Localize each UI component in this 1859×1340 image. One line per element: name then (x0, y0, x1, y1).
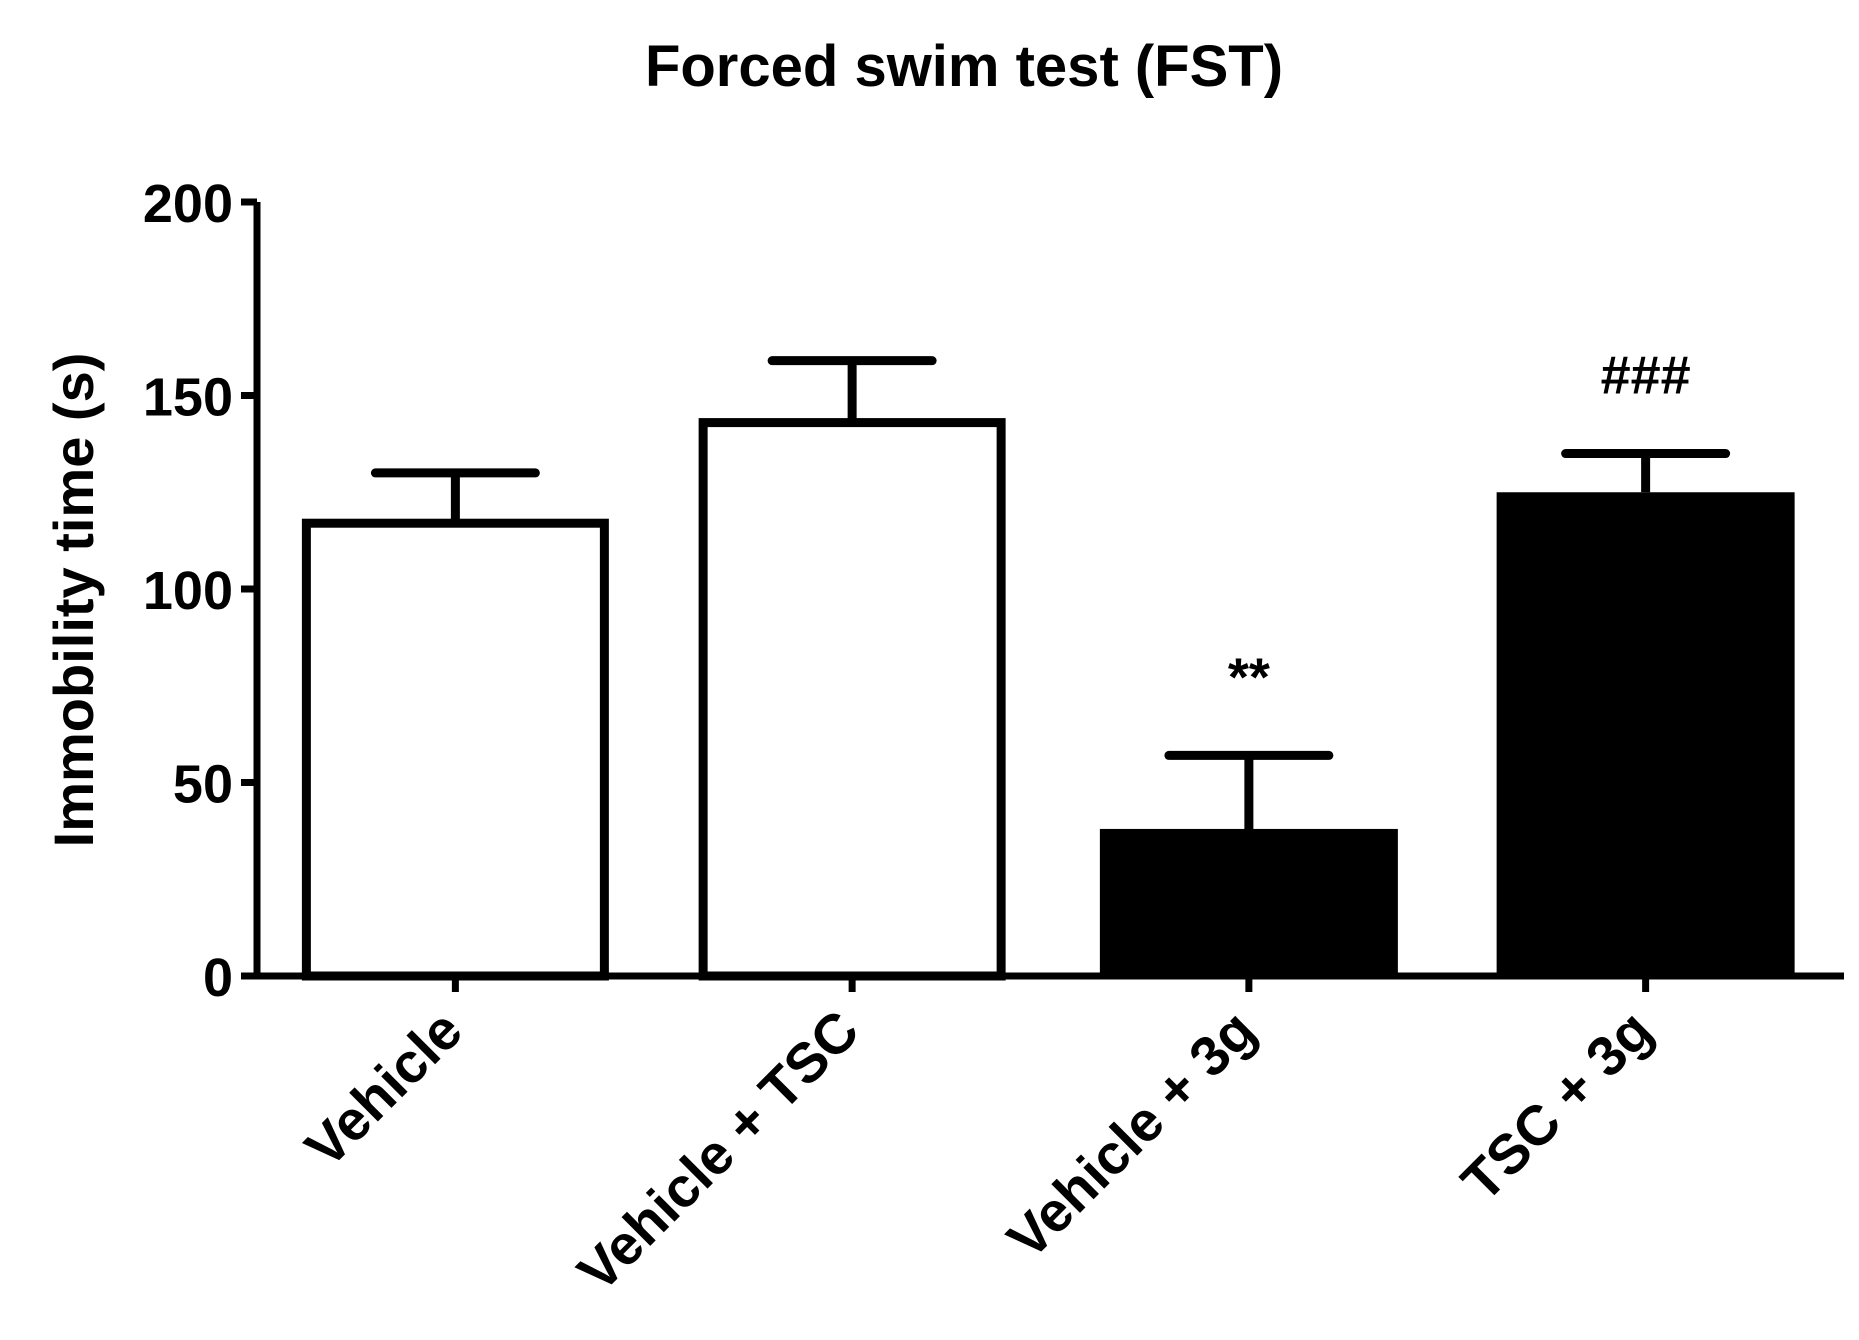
y-tick-label: 0 (203, 948, 233, 1008)
x-tick-label: Vehicle (293, 998, 474, 1179)
y-tick-label: 150 (143, 368, 233, 428)
bar (698, 418, 1006, 981)
y-tick-label: 50 (173, 755, 233, 815)
bar (301, 518, 609, 981)
y-tick-label: 200 (143, 174, 233, 234)
bar (1496, 492, 1795, 976)
bars: ** ### (301, 346, 1795, 981)
y-tick-label: 100 (143, 561, 233, 621)
chart-title: Forced swim test (FST) (645, 34, 1283, 99)
y-ticks: 0 50 100 150 200 (143, 174, 257, 1008)
significance-marker: ** (1228, 647, 1270, 707)
x-ticks: Vehicle Vehicle + TSC Vehicle + 3g TSC + 3g (293, 976, 1664, 1303)
y-axis-label: Immobility time (s) (42, 353, 105, 848)
significance-marker: ### (1601, 346, 1691, 406)
bar (1099, 828, 1398, 976)
x-tick-label: TSC + 3g (1449, 998, 1664, 1213)
x-tick-label: Vehicle + 3g (995, 998, 1267, 1270)
x-tick-label: Vehicle + TSC (565, 998, 870, 1303)
